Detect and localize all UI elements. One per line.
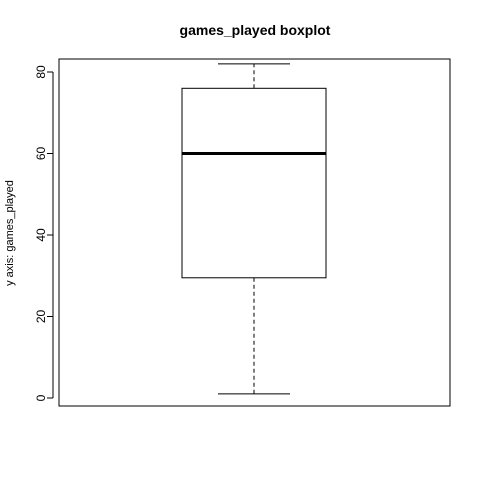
y-tick-label: 0 (34, 394, 48, 401)
y-tick-label: 40 (34, 228, 48, 242)
y-tick-label: 20 (34, 310, 48, 324)
y-axis-label: y axis: games_played (4, 180, 16, 286)
iqr-box (181, 87, 327, 279)
chart-title: games_played boxplot (180, 22, 331, 38)
box-group (181, 63, 327, 395)
y-axis: 0 20 40 60 80 (34, 65, 54, 401)
plot-frame (58, 58, 451, 407)
y-tick-label: 80 (34, 65, 48, 79)
y-tick-label: 60 (34, 147, 48, 161)
